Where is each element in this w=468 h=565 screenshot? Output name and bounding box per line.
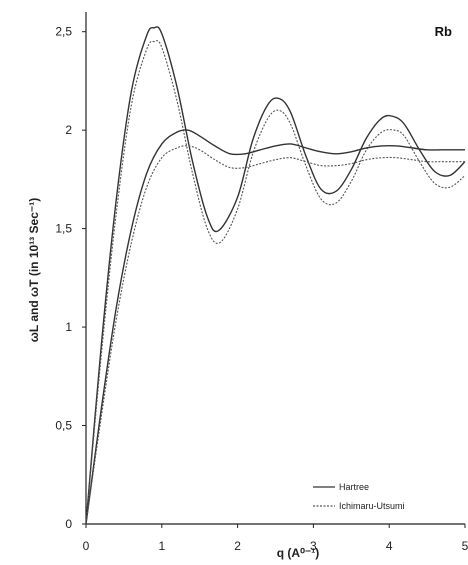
ticks: 0 1 2 3 4 5 0 0,5 1 1,5 2 2,5: [55, 25, 468, 553]
x-tick-label: 2: [234, 539, 241, 553]
x-tick-label: 1: [158, 539, 165, 553]
x-axis-label: q (A⁰⁻¹): [277, 546, 319, 560]
panel-label: Rb: [435, 24, 452, 39]
series-line-ichimaru-utsumi-transverse: [85, 145, 465, 525]
legend: Hartree Ichimaru-Utsumi: [313, 482, 405, 511]
axes: [85, 12, 465, 525]
y-tick-label: 2: [65, 123, 72, 137]
series-line-ichimaru-utsumi-longitudinal: [85, 40, 466, 525]
y-tick-label: 0: [65, 517, 72, 531]
legend-label-ichimaru-utsumi: Ichimaru-Utsumi: [339, 501, 405, 511]
series-line-hartree-transverse: [85, 129, 465, 525]
curves: [85, 26, 466, 525]
y-tick-label: 0,5: [55, 419, 72, 433]
x-tick-label: 5: [462, 539, 468, 553]
legend-label-hartree: Hartree: [339, 482, 369, 492]
x-tick-label: 3: [310, 539, 317, 553]
y-axis-label: ωL and ωT (in 10¹³ Sec⁻¹): [27, 198, 41, 342]
x-tick-label: 4: [386, 539, 393, 553]
series-line-hartree-longitudinal: [85, 26, 466, 525]
y-tick-label: 2,5: [55, 25, 72, 39]
y-tick-label: 1: [65, 320, 72, 334]
y-tick-label: 1,5: [55, 222, 72, 236]
x-tick-label: 0: [83, 539, 90, 553]
